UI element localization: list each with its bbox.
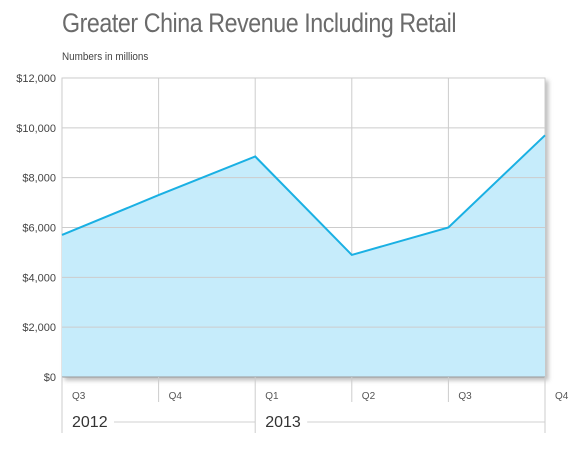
line-layer (61, 134, 546, 257)
area-layer (62, 135, 545, 377)
x-tick-label: Q2 (362, 391, 376, 402)
x-tick-label: Q1 (265, 391, 279, 402)
y-tick-label: $8,000 (22, 173, 56, 185)
y-axis-ticks: $0 $2,000 $4,000 $6,000 $8,000 $10,000 $12,000 (16, 73, 56, 384)
year-labels: 2012 2013 (61, 402, 545, 433)
year-label: 2013 (265, 414, 301, 431)
year-label: 2012 (72, 414, 108, 431)
y-tick-label: $10,000 (16, 123, 56, 135)
y-tick-label: $0 (44, 372, 56, 384)
y-tick-label: $6,000 (22, 223, 56, 235)
x-tick-label: Q4 (169, 391, 183, 402)
x-tick-label: Q3 (72, 391, 86, 402)
x-tick-label: Q3 (458, 391, 472, 402)
y-tick-label: $2,000 (22, 322, 56, 334)
chart-title: Greater China Revenue Including Retail (62, 8, 457, 38)
series-area (62, 135, 545, 377)
chart-subtitle: Numbers in millions (62, 51, 149, 63)
x-axis-ticks: Q3 Q4 Q1 Q2 Q3 Q4 (61, 376, 569, 433)
series-line (61, 134, 546, 257)
y-tick-label: $12,000 (16, 73, 56, 85)
y-tick-label: $4,000 (22, 272, 56, 284)
x-tick-label: Q4 (555, 391, 569, 402)
